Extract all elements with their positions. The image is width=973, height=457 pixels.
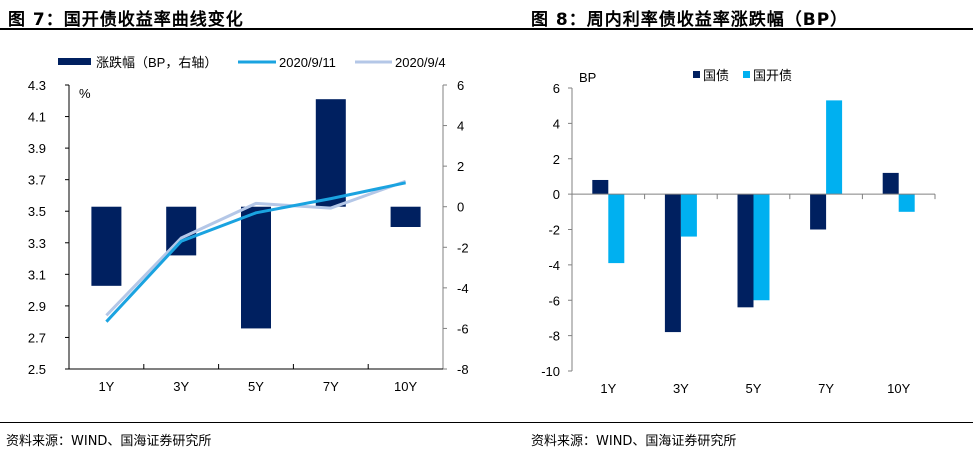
c7-x-tick-label: 1Y — [98, 379, 114, 394]
c7-right-tick-label: -8 — [457, 362, 469, 377]
c8-bar-国开债-5Y — [753, 194, 770, 301]
c8-bar-国债-10Y — [882, 172, 899, 195]
c7-bar-5Y — [241, 206, 271, 329]
chart8-source: 资料来源：WIND、国海证券研究所 — [531, 434, 737, 449]
c7-right-tick-label: -4 — [457, 281, 469, 296]
c7-right-tick-label: 2 — [457, 159, 464, 174]
c8-legend-label-0: 国债 — [703, 68, 729, 83]
c7-left-tick-label: 3.7 — [28, 173, 46, 188]
c7-right-tick-label: -2 — [457, 240, 469, 255]
c7-legend-swatch-bar — [58, 58, 91, 65]
c8-x-tick-label: 10Y — [887, 381, 910, 396]
c8-y-tick-label: 0 — [553, 187, 560, 202]
c8-bar-国开债-1Y — [608, 194, 625, 264]
c7-line-2020/9/11 — [105, 181, 406, 323]
c8-bar-国开债-3Y — [680, 194, 697, 237]
c7-x-tick-label: 3Y — [173, 379, 189, 394]
c8-legend-swatch-1 — [743, 71, 750, 78]
c7-bar-1Y — [91, 206, 122, 286]
c8-x-tick-label: 7Y — [818, 381, 834, 396]
c8-y-tick-label: -4 — [548, 258, 560, 273]
c8-bar-国债-7Y — [810, 194, 827, 230]
c7-right-tick-label: 4 — [457, 119, 464, 134]
c7-bar-10Y — [390, 206, 421, 227]
c7-right-tick-label: 6 — [457, 78, 464, 93]
c8-y-tick-label: 2 — [553, 152, 560, 167]
c7-left-tick-label: 2.5 — [28, 362, 46, 377]
c8-y-tick-label: -10 — [541, 364, 560, 379]
c8-x-tick-label: 3Y — [673, 381, 689, 396]
c7-bar-7Y — [315, 99, 346, 207]
chart7-title: 图 7：国开债收益率曲线变化 — [8, 10, 244, 30]
c8-bar-国债-1Y — [592, 179, 609, 195]
c7-left-axis-unit: % — [79, 86, 91, 101]
c8-y-tick-label: -8 — [548, 329, 560, 344]
c7-legend-label-line2: 2020/9/4 — [395, 55, 446, 70]
c7-right-tick-label: -6 — [457, 321, 469, 336]
c7-left-tick-label: 3.9 — [28, 141, 46, 156]
c8-bar-国债-3Y — [664, 194, 681, 333]
c8-bar-国开债-10Y — [898, 194, 915, 212]
c8-y-tick-label: -2 — [548, 223, 560, 238]
c8-y-axis-unit: BP — [579, 70, 596, 85]
c7-left-tick-label: 2.7 — [28, 330, 46, 345]
c7-left-tick-label: 3.3 — [28, 236, 46, 251]
c7-left-tick-label: 3.1 — [28, 267, 46, 282]
c7-line-2020/9/4 — [105, 179, 407, 317]
c8-legend-label-1: 国开债 — [753, 68, 792, 83]
c7-x-tick-label: 7Y — [323, 379, 339, 394]
c7-x-tick-label: 10Y — [394, 379, 417, 394]
c8-legend-swatch-0 — [693, 71, 700, 78]
c8-bar-国开债-7Y — [826, 100, 843, 195]
footer-divider — [0, 422, 973, 423]
chart7-source: 资料来源：WIND、国海证券研究所 — [6, 434, 212, 449]
c7-left-tick-label: 2.9 — [28, 299, 46, 314]
title-divider — [0, 28, 973, 30]
c7-legend-label-line1: 2020/9/11 — [279, 55, 336, 70]
c8-y-tick-label: 6 — [553, 81, 560, 96]
c8-y-tick-label: -6 — [548, 293, 560, 308]
c8-bar-国债-5Y — [737, 194, 754, 308]
c7-right-tick-label: 0 — [457, 200, 464, 215]
c7-x-tick-label: 5Y — [248, 379, 264, 394]
c8-y-tick-label: 4 — [553, 116, 560, 131]
c7-left-tick-label: 3.5 — [28, 204, 46, 219]
chart8-title: 图 8：周内利率债收益率涨跌幅（BP） — [531, 10, 849, 30]
c8-x-tick-label: 5Y — [746, 381, 762, 396]
c7-legend-label-bar: 涨跌幅（BP，右轴） — [96, 55, 217, 70]
c7-left-tick-label: 4.3 — [28, 78, 46, 93]
c8-x-tick-label: 1Y — [600, 381, 616, 396]
c7-left-tick-label: 4.1 — [28, 110, 46, 125]
